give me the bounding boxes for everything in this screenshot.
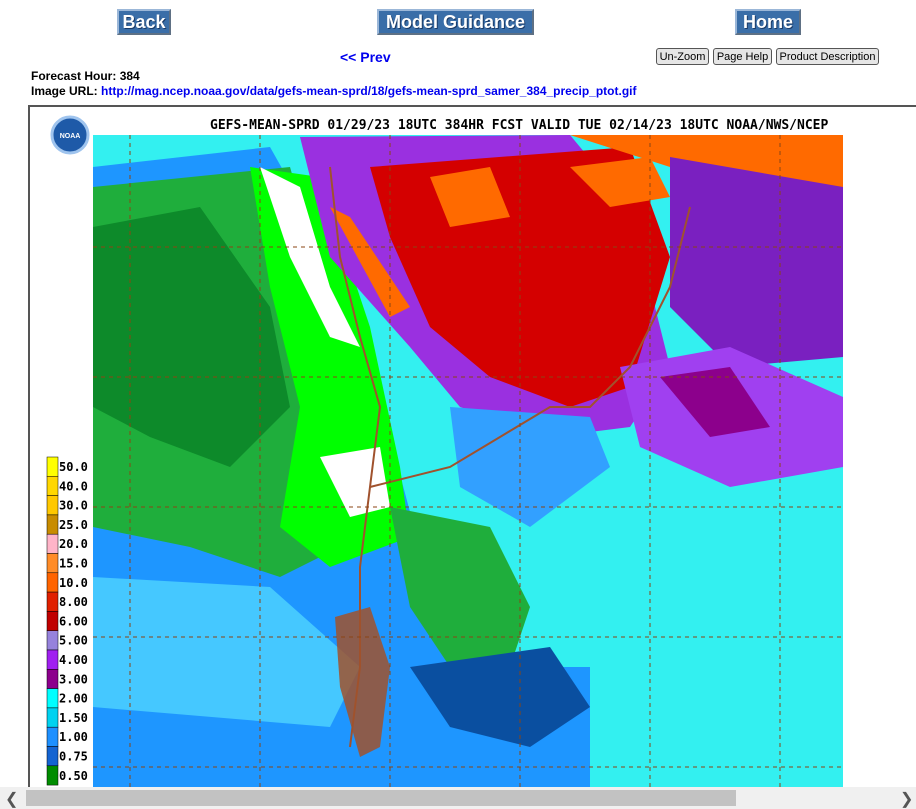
legend-label: 5.00 <box>59 634 88 648</box>
map-grid <box>93 135 843 793</box>
legend-swatch <box>46 514 59 535</box>
legend-swatch <box>46 630 59 651</box>
legend: 50.0 40.0 30.0 25.0 20.0 15.0 10.0 8.00 6.00 5.00… <box>46 456 88 786</box>
legend-label: 0.75 <box>59 750 88 764</box>
back-button[interactable]: Back <box>117 9 171 35</box>
legend-label: 15.0 <box>59 557 88 571</box>
scroll-left[interactable]: ❮ <box>5 791 19 808</box>
page-help-button[interactable]: Page Help <box>713 48 772 65</box>
scroll-thumb[interactable] <box>26 790 736 806</box>
legend-swatch <box>46 553 59 574</box>
product-description-button[interactable]: Product Description <box>776 48 879 65</box>
prev-link[interactable]: << Prev <box>340 49 391 65</box>
legend-swatch <box>46 456 59 477</box>
legend-swatch <box>46 746 59 767</box>
legend-label: 0.50 <box>59 769 88 783</box>
legend-label: 50.0 <box>59 460 88 474</box>
forecast-hour-value: 384 <box>119 69 140 83</box>
map-title: GEFS-MEAN-SPRD 01/29/23 18UTC 384HR FCST… <box>210 118 828 133</box>
legend-swatch <box>46 572 59 593</box>
legend-swatch <box>46 533 59 554</box>
legend-label: 6.00 <box>59 614 88 628</box>
legend-label: 1.50 <box>59 711 88 725</box>
legend-label: 20.0 <box>59 537 88 551</box>
legend-swatch <box>46 476 59 496</box>
horizontal-scrollbar[interactable]: ❮ ❯ <box>0 787 916 809</box>
noaa-logo-text: NOAA <box>60 133 81 140</box>
legend-label: 2.00 <box>59 692 88 706</box>
legend-swatch <box>46 726 59 747</box>
legend-label: 40.0 <box>59 479 88 493</box>
map-field <box>93 135 843 793</box>
forecast-hour-label: Forecast Hour: <box>31 69 117 83</box>
noaa-logo <box>50 115 90 155</box>
image-url: Image URL: http://mag.ncep.noaa.gov/data… <box>31 84 637 98</box>
image-url-label: Image URL: <box>31 84 98 98</box>
legend-swatch <box>46 765 59 786</box>
legend-swatch <box>46 669 59 689</box>
legend-label: 30.0 <box>59 499 88 513</box>
legend-label: 4.00 <box>59 653 88 667</box>
image-url-link[interactable]: http://mag.ncep.noaa.gov/data/gefs-mean-… <box>101 84 637 98</box>
unzoom-button[interactable]: Un-Zoom <box>656 48 709 65</box>
legend-label: 8.00 <box>59 595 88 609</box>
image-frame: NOAA GEFS-MEAN-SPRD 01/29/23 18UTC 384HR… <box>28 105 916 795</box>
forecast-hour: Forecast Hour: 384 <box>31 69 140 83</box>
legend-label: 25.0 <box>59 518 88 532</box>
legend-swatch <box>46 707 59 728</box>
model-guidance-button[interactable]: Model Guidance <box>377 9 534 35</box>
forecast-map: NOAA GEFS-MEAN-SPRD 01/29/23 18UTC 384HR… <box>46 115 843 793</box>
legend-swatch <box>46 688 59 709</box>
legend-label: 1.00 <box>59 730 88 744</box>
home-button[interactable]: Home <box>735 9 801 35</box>
legend-label: 3.00 <box>59 672 88 686</box>
legend-swatch <box>46 649 59 670</box>
legend-swatch <box>46 591 59 612</box>
legend-label: 10.0 <box>59 576 88 590</box>
legend-swatch <box>46 495 59 516</box>
scroll-right[interactable]: ❯ <box>900 791 914 808</box>
legend-swatch <box>46 611 59 631</box>
